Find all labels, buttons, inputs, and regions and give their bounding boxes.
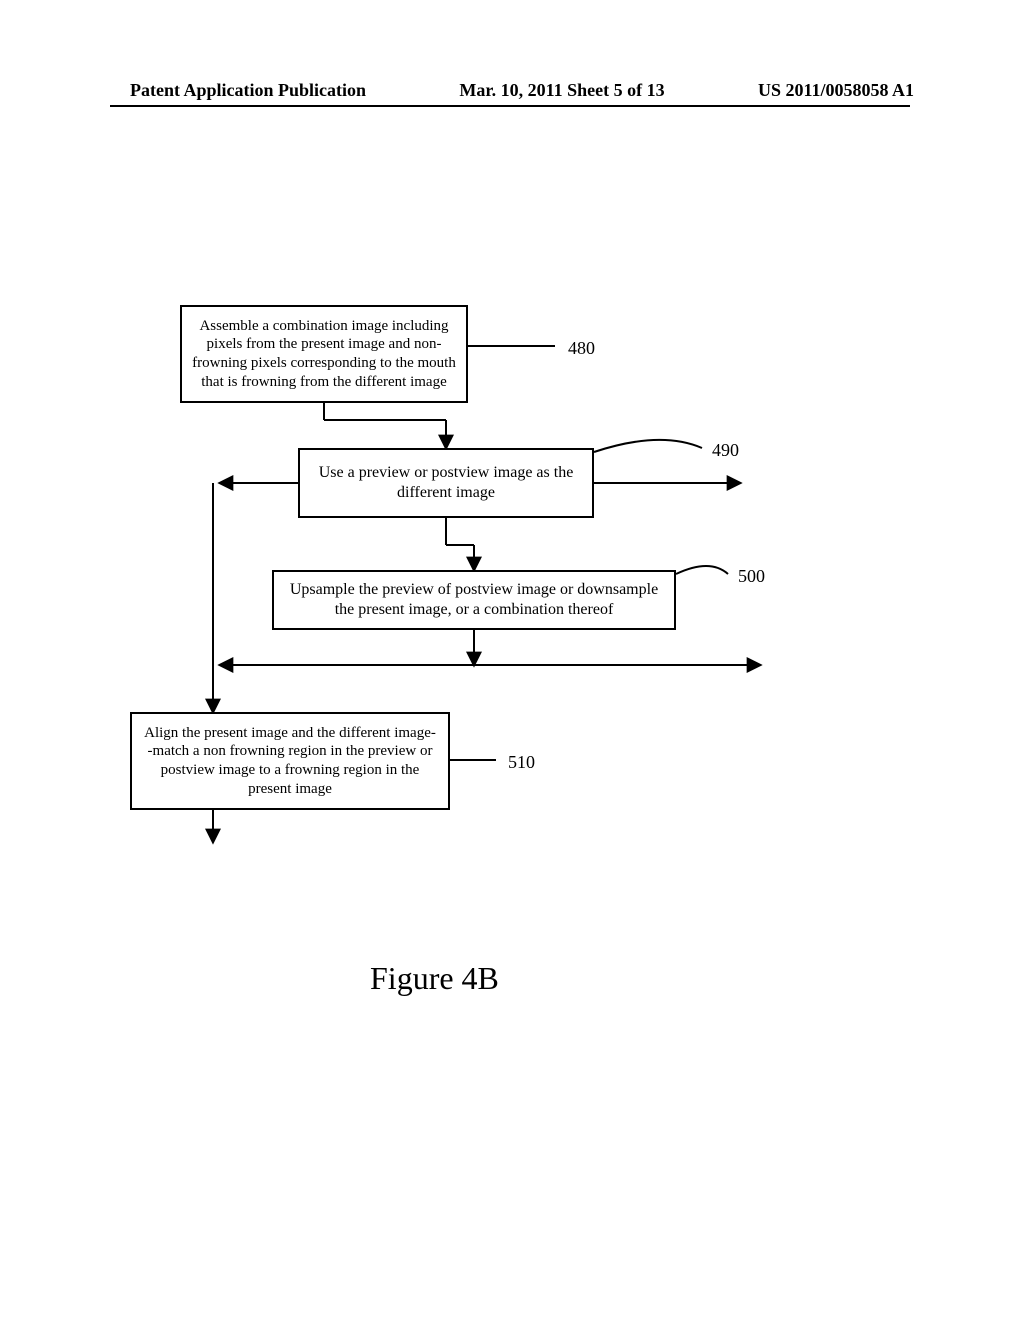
step-480-text: Assemble a combination image including p… — [192, 317, 456, 392]
page: Patent Application Publication Mar. 10, … — [0, 0, 1024, 1320]
step-500-text: Upsample the preview of postview image o… — [284, 580, 664, 620]
label-510: 510 — [508, 752, 535, 773]
step-510: Align the present image and the differen… — [130, 712, 450, 810]
step-510-text: Align the present image and the differen… — [142, 724, 438, 799]
step-490-text: Use a preview or postview image as the d… — [310, 463, 582, 503]
label-500: 500 — [738, 566, 765, 587]
step-490: Use a preview or postview image as the d… — [298, 448, 594, 518]
flowchart-connectors — [0, 0, 1024, 1320]
step-500: Upsample the preview of postview image o… — [272, 570, 676, 630]
label-480: 480 — [568, 338, 595, 359]
label-490: 490 — [712, 440, 739, 461]
figure-caption: Figure 4B — [370, 960, 499, 997]
step-480: Assemble a combination image including p… — [180, 305, 468, 403]
